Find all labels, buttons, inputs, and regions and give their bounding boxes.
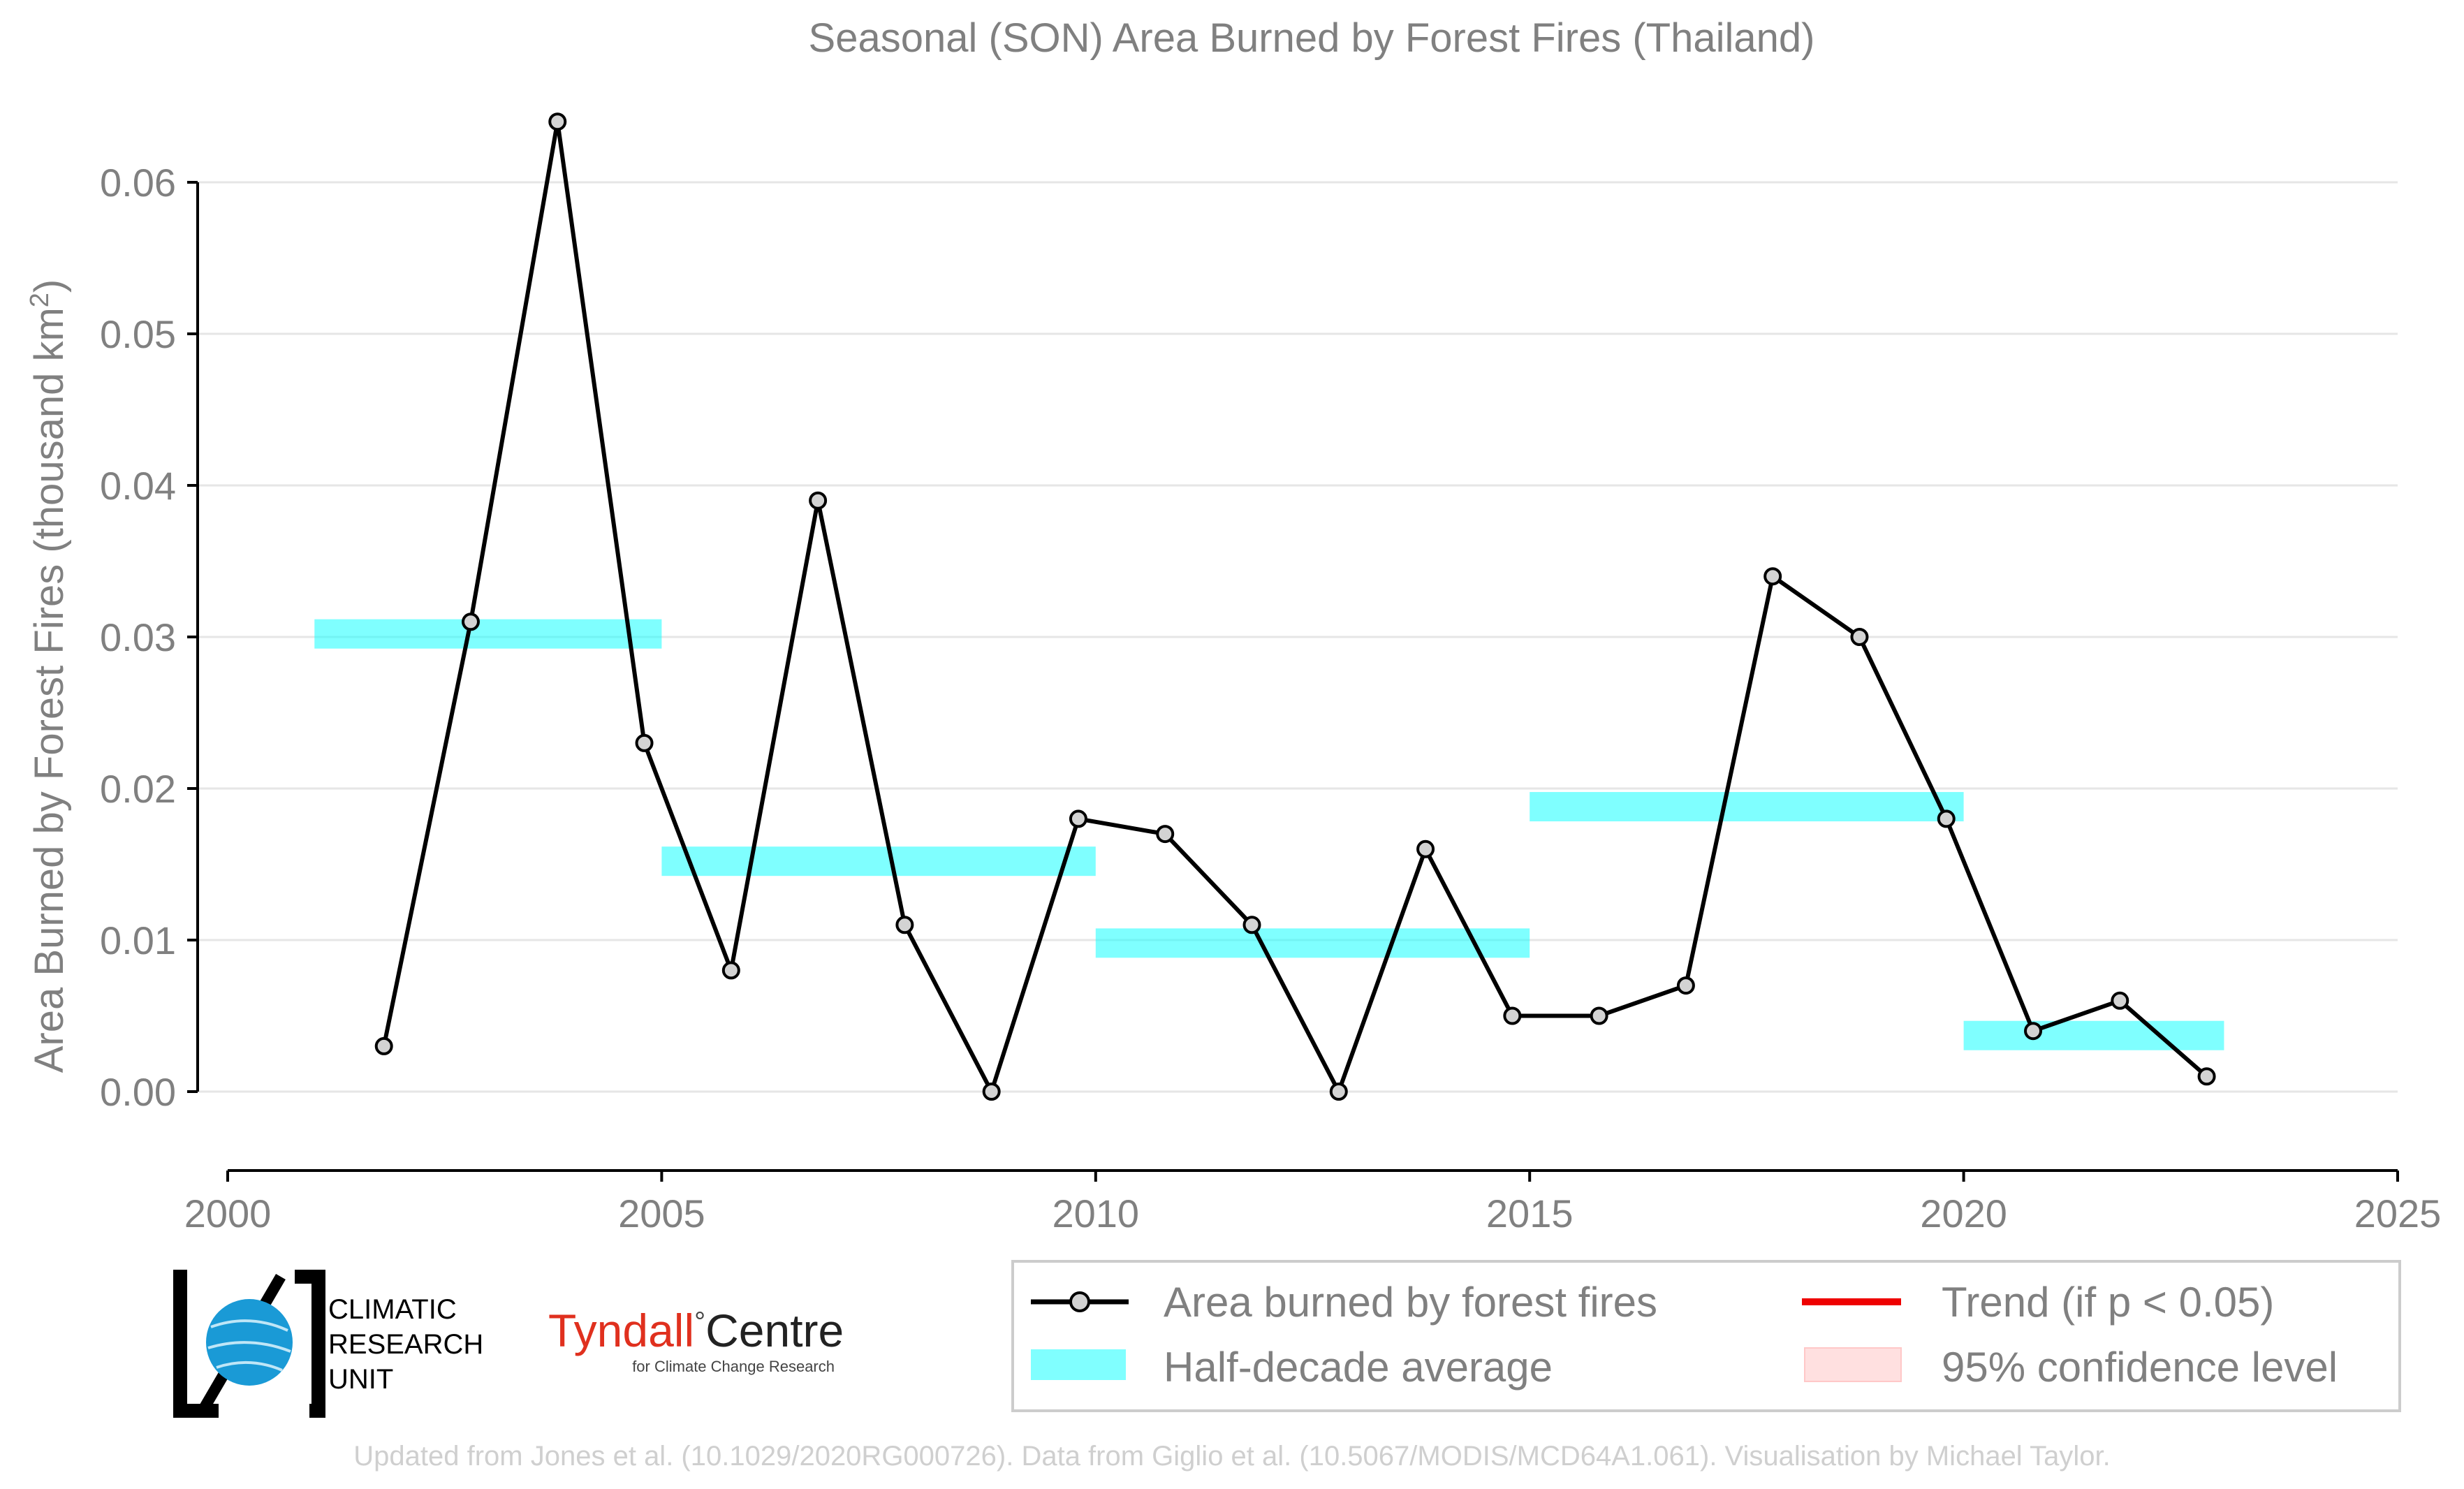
data-point-8 [1069,809,1087,828]
x-tick-label-0: 2000 [184,1191,272,1235]
credit-text: Updated from Jones et al. (10.1029/2020R… [353,1441,2110,1472]
cru-text-line-1: CLIMATIC [328,1294,457,1325]
tyndall-degree: ° [694,1307,705,1337]
y-tick-label-6: 0.06 [100,161,176,205]
data-point-15 [1676,976,1695,995]
tyndall-subtitle: for Climate Change Research [632,1358,835,1375]
x-tick-label-5: 2025 [2354,1191,2442,1235]
series-points [374,112,2216,1101]
data-point-9 [1156,825,1175,844]
legend-entry-confidence: 95% confidence level [1804,1344,2338,1391]
y-tick-label-5: 0.05 [100,312,176,356]
data-point-11 [1329,1083,1348,1101]
x-tick-label-4: 2020 [1920,1191,2007,1235]
data-point-6 [895,916,914,934]
legend-entry-series: Area burned by forest fires [1031,1279,1657,1326]
legend-label-trend: Trend (if p < 0.05) [1942,1279,2274,1326]
y-tick-label-0: 0.00 [100,1070,176,1114]
tyndall-logo: Tyndall°Centre for Climate Change Resear… [548,1305,844,1375]
y-axis-title: Area Burned by Forest Fires (thousand km… [25,279,72,1073]
svg-text:Tyndall°Centre: Tyndall°Centre [548,1305,844,1356]
cru-logo: CLIMATIC RESEARCH UNIT [173,1270,483,1418]
data-point-1 [461,613,480,631]
legend-label-half-decade: Half-decade average [1164,1344,1553,1391]
data-point-13 [1503,1006,1522,1025]
cru-text-line-2: RESEARCH [328,1329,483,1360]
chart-title: Seasonal (SON) Area Burned by Forest Fir… [809,15,1815,61]
y-axis-title-main: Area Burned by Forest Fires (thousand km [27,307,72,1073]
cru-text-line-3: UNIT [328,1364,393,1395]
data-point-5 [809,491,828,510]
legend-entry-trend: Trend (if p < 0.05) [1802,1279,2274,1326]
y-tick-label-1: 0.01 [100,918,176,962]
y-axis-ticks: 0.00 0.01 0.02 0.03 0.04 0.05 0.06 [100,161,198,1114]
data-point-7 [982,1083,1001,1101]
y-axis-title-close: ) [27,279,72,293]
y-axis-title-sup: 2 [25,293,54,307]
legend-series-marker [1069,1291,1090,1312]
data-point-20 [2111,991,2129,1010]
y-tick-label-4: 0.04 [100,464,176,508]
half-decade-band-3 [1530,792,1964,822]
data-point-12 [1416,839,1435,858]
data-point-17 [1850,628,1869,646]
data-point-10 [1242,916,1261,934]
tyndall-text-red: Tyndall [548,1305,694,1356]
x-tick-label-2: 2010 [1053,1191,1140,1235]
x-tick-label-1: 2005 [618,1191,705,1235]
y-tick-label-3: 0.03 [100,615,176,659]
y-tick-label-2: 0.02 [100,767,176,811]
data-point-16 [1763,567,1782,586]
tyndall-text-black: Centre [705,1305,844,1356]
legend-label-confidence: 95% confidence level [1942,1344,2338,1391]
legend-entry-half-decade: Half-decade average [1031,1344,1553,1391]
legend-label-series: Area burned by forest fires [1164,1279,1657,1326]
half-decade-band-1 [661,846,1096,876]
data-point-19 [2024,1022,2043,1041]
series-line [381,119,2208,1094]
legend-box [1011,1260,2401,1412]
data-point-3 [635,733,654,752]
data-point-0 [374,1036,393,1055]
x-axis-ticks: 2000 2005 2010 2015 2020 2025 [184,1171,2442,1235]
data-point-18 [1937,809,1956,828]
legend: Area burned by forest fires Trend (if p … [1011,1260,2401,1412]
half-decade-bands [314,619,2224,1050]
data-point-2 [548,112,567,131]
data-point-4 [721,961,740,980]
data-point-21 [2197,1067,2216,1086]
half-decade-band-2 [1095,928,1530,958]
x-tick-label-3: 2015 [1486,1191,1574,1235]
half-decade-band-0 [314,619,662,649]
half-decade-band-4 [1963,1020,2224,1050]
data-point-14 [1590,1006,1608,1025]
